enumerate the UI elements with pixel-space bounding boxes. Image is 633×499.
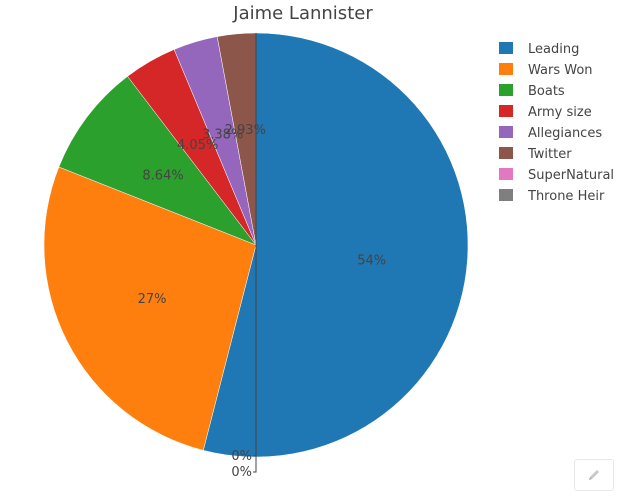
legend-swatch-army-size[interactable] (499, 105, 513, 117)
legend-label-twitter[interactable]: Twitter (527, 147, 572, 162)
legend-swatch-boats[interactable] (499, 84, 513, 96)
slice-label-supernatural: 0% (231, 449, 252, 464)
legend-swatch-wars-won[interactable] (499, 63, 513, 75)
legend-swatch-twitter[interactable] (499, 147, 513, 159)
pie-labels: 54% 27% 8.64% 4.05%3.38%2.93% 0%0% (138, 33, 386, 480)
slice-label-allegiances: 3.38% (202, 127, 243, 142)
slice-wars-won[interactable] (43, 166, 257, 451)
slice-label-twitter: 2.93% (225, 123, 266, 138)
legend-label-leading[interactable]: Leading (528, 42, 579, 57)
legend-label-wars-won[interactable]: Wars Won (528, 63, 593, 78)
legend-label-supernatural[interactable]: SuperNatural (528, 168, 614, 183)
legend-label-throne-heir[interactable]: Throne Heir (527, 189, 605, 204)
slice-leading[interactable] (202, 32, 469, 458)
slice-label-army-size: 4.05% (177, 138, 218, 153)
legend-swatch-leading[interactable] (499, 42, 513, 54)
slice-label-leading: 54% (357, 254, 386, 269)
slice-label-throne-heir: 0% (231, 465, 252, 480)
legend: Leading Wars Won Boats Army size Allegiances… (499, 42, 614, 204)
legend-swatch-allegiances[interactable] (499, 126, 513, 138)
legend-label-allegiances[interactable]: Allegiances (528, 126, 602, 141)
legend-label-boats[interactable]: Boats (528, 84, 565, 99)
chart-title: Jaime Lannister (232, 3, 373, 24)
slice-boats[interactable] (58, 76, 257, 246)
legend-label-army-size[interactable]: Army size (528, 105, 592, 120)
edit-chart-button[interactable] (574, 459, 614, 491)
pencil-icon (589, 470, 599, 480)
leader-line-throne-heir (253, 33, 257, 473)
slice-label-wars-won: 27% (138, 292, 167, 307)
pie-slices (43, 32, 469, 458)
legend-swatch-supernatural[interactable] (499, 168, 513, 180)
legend-swatch-throne-heir[interactable] (499, 189, 513, 201)
slice-label-boats: 8.64% (142, 169, 183, 184)
